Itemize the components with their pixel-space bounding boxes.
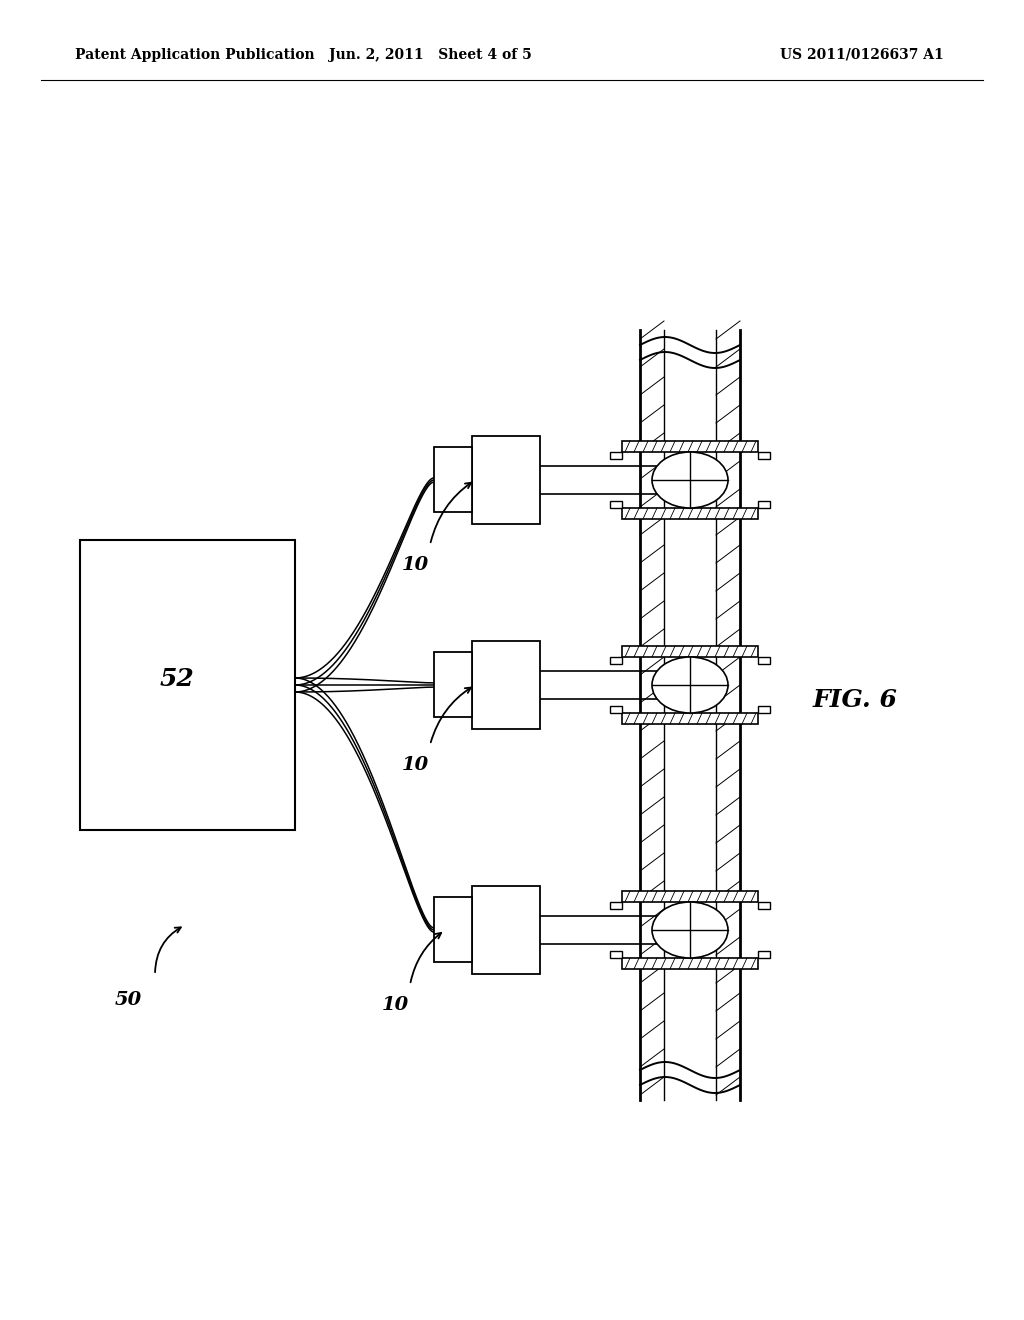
Bar xyxy=(610,451,622,459)
Ellipse shape xyxy=(652,451,728,508)
Bar xyxy=(434,447,472,512)
Text: FIG. 6: FIG. 6 xyxy=(813,688,897,711)
Bar xyxy=(622,891,758,902)
Bar xyxy=(758,657,770,664)
Text: 50: 50 xyxy=(115,991,141,1008)
Text: 10: 10 xyxy=(401,756,429,774)
Text: Jun. 2, 2011   Sheet 4 of 5: Jun. 2, 2011 Sheet 4 of 5 xyxy=(329,48,531,62)
Ellipse shape xyxy=(652,657,728,713)
Text: 10: 10 xyxy=(381,997,409,1014)
Bar xyxy=(610,657,622,664)
Bar xyxy=(472,436,540,524)
Bar xyxy=(758,902,770,909)
Ellipse shape xyxy=(652,902,728,958)
Bar xyxy=(434,652,472,717)
Bar xyxy=(610,706,622,713)
Bar xyxy=(80,540,295,830)
Bar xyxy=(758,706,770,713)
Bar xyxy=(622,441,758,451)
Bar xyxy=(758,451,770,459)
Bar xyxy=(610,950,622,958)
Bar xyxy=(758,950,770,958)
Bar xyxy=(434,898,472,962)
Bar xyxy=(472,886,540,974)
Text: US 2011/0126637 A1: US 2011/0126637 A1 xyxy=(780,48,944,62)
Bar xyxy=(622,713,758,723)
Bar xyxy=(622,645,758,657)
Bar xyxy=(610,902,622,909)
Bar xyxy=(758,502,770,508)
Bar xyxy=(622,958,758,969)
Bar xyxy=(472,642,540,729)
Bar xyxy=(610,502,622,508)
Bar xyxy=(622,508,758,519)
Text: 10: 10 xyxy=(401,556,429,574)
Text: 52: 52 xyxy=(160,667,195,692)
Text: Patent Application Publication: Patent Application Publication xyxy=(75,48,314,62)
